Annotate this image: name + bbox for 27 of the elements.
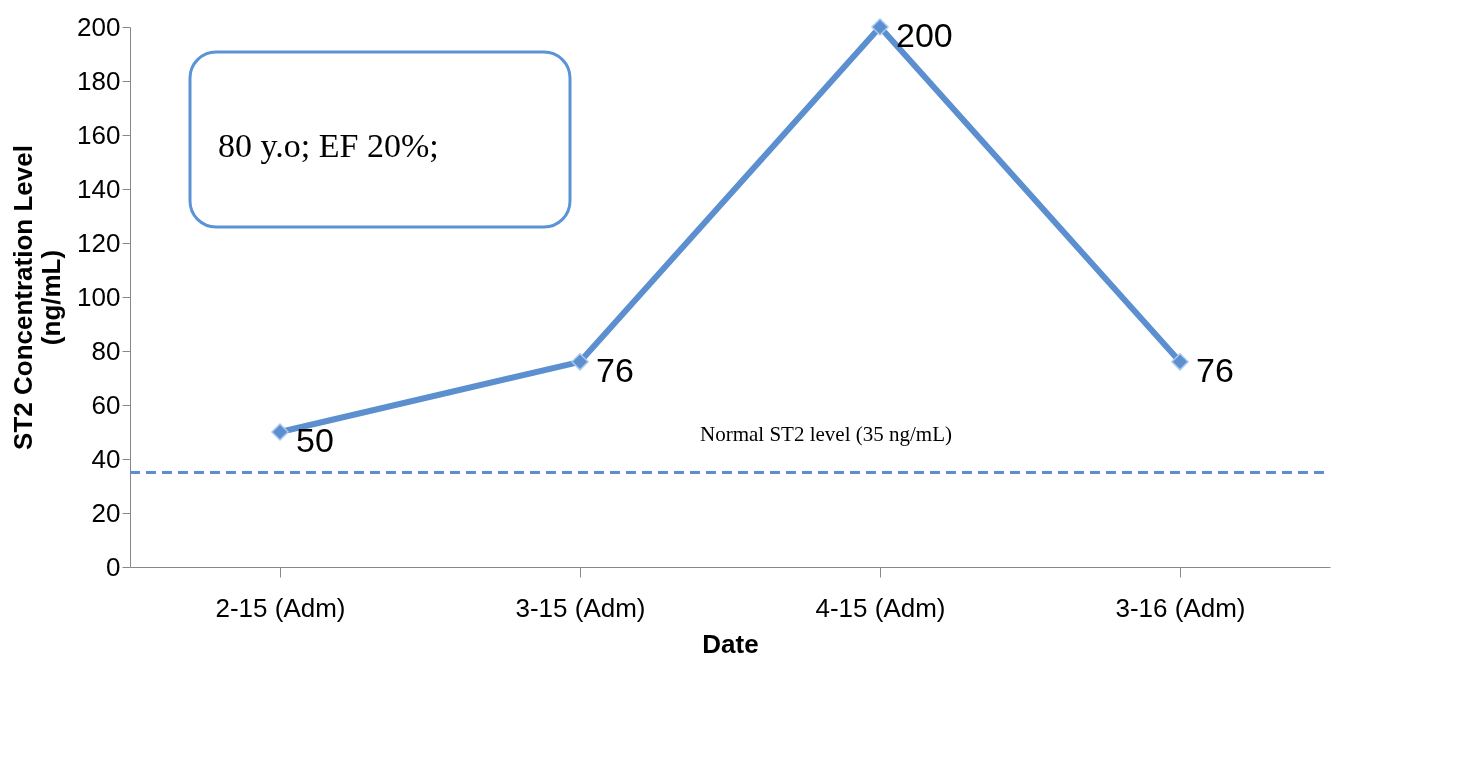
data-label: 76 [596,350,634,389]
x-tick-label: 2-15 (Adm) [215,592,346,623]
data-label: 200 [896,16,953,54]
data-label: 50 [296,421,334,459]
y-axis-title: ST2 Concentration Level (ng/mL) [8,145,67,450]
y-tick-label: 120 [77,227,121,258]
y-tick-label: 40 [91,443,121,474]
point [871,18,889,36]
y-tick-label: 100 [77,281,121,312]
y-tick-label: 200 [77,11,121,42]
point [571,352,589,371]
point [1171,352,1189,371]
y-tick-label: 20 [91,497,121,528]
ref-line-label: Normal ST2 level (35 ng/mL) [700,421,952,446]
y-tick-label: 160 [77,119,121,150]
point [271,423,289,441]
x-axis-title: Date [702,628,759,659]
y-tick-label: 60 [91,389,121,420]
x-tick-label: 3-16 (Adm) [1115,592,1246,623]
x-tick-label: 3-15 (Adm) [515,592,646,623]
y-tick-label: 0 [106,551,121,582]
y-tick-label: 80 [91,335,121,366]
annotation: 80 y.o; EF 20%; [218,127,439,164]
y-tick-label: 180 [77,65,121,96]
x-tick-label: 4-15 (Adm) [815,592,946,623]
data-label: 76 [1196,350,1234,389]
y-tick-label: 140 [77,173,121,204]
